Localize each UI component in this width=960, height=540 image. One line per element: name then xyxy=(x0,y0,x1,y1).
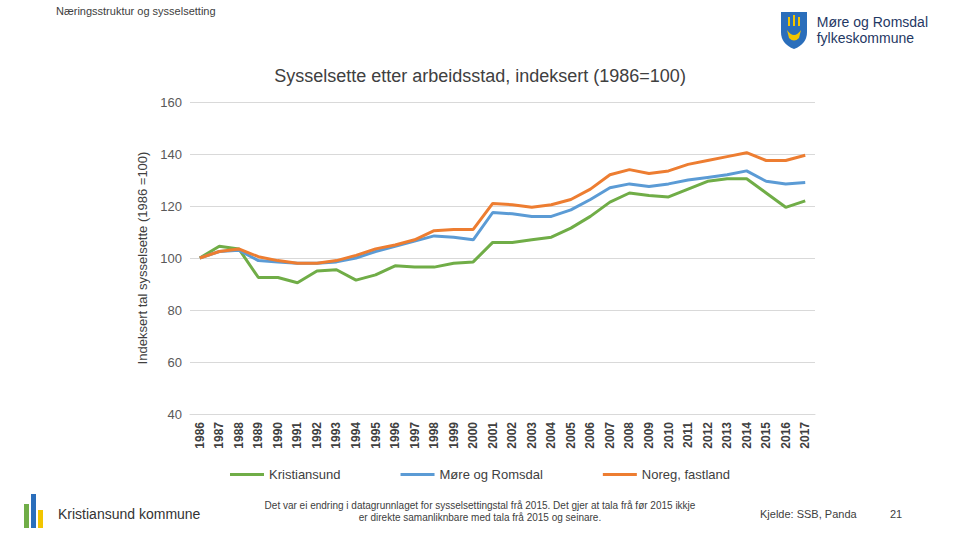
svg-text:2011: 2011 xyxy=(681,422,695,448)
svg-text:100: 100 xyxy=(160,251,182,266)
svg-text:60: 60 xyxy=(168,355,182,370)
svg-text:120: 120 xyxy=(160,199,182,214)
svg-text:2010: 2010 xyxy=(662,422,676,449)
svg-text:40: 40 xyxy=(168,407,182,422)
html-text:Næringsstruktur og sysselsetti: Næringsstruktur og sysselsetting xyxy=(56,5,216,17)
svg-text:1994: 1994 xyxy=(349,422,363,449)
svg-text:80: 80 xyxy=(168,303,182,318)
svg-text:2005: 2005 xyxy=(564,422,578,449)
svg-text:2007: 2007 xyxy=(603,422,617,449)
svg-text:2006: 2006 xyxy=(583,422,597,449)
svg-text:1995: 1995 xyxy=(369,422,383,449)
svg-text:2001: 2001 xyxy=(486,422,500,449)
svg-text:2002: 2002 xyxy=(505,422,519,449)
svg-text:1997: 1997 xyxy=(408,422,422,449)
html-text:Kristiansund kommune: Kristiansund kommune xyxy=(58,506,201,522)
svg-text:1991: 1991 xyxy=(290,422,304,449)
svg-text:1987: 1987 xyxy=(212,422,226,449)
svg-text:140: 140 xyxy=(160,147,182,162)
html-text:21: 21 xyxy=(890,508,903,520)
svg-text:2000: 2000 xyxy=(466,422,480,449)
svg-text:Indeksert tal sysselsette (198: Indeksert tal sysselsette (1986 =100) xyxy=(135,152,150,365)
svg-text:Møre og Romsdal: Møre og Romsdal xyxy=(440,467,543,482)
svg-text:1996: 1996 xyxy=(388,422,402,449)
html-text:Kjelde: SSB, Panda: Kjelde: SSB, Panda xyxy=(760,508,857,520)
svg-text:1990: 1990 xyxy=(271,422,285,449)
svg-text:2004: 2004 xyxy=(544,422,558,449)
svg-text:2008: 2008 xyxy=(622,422,636,449)
html-text:er direkte samanliknbare med t: er direkte samanliknbare med tala frå 20… xyxy=(358,512,602,523)
html-text:Det var ei endring i datagrunn: Det var ei endring i datagrunnlaget for … xyxy=(264,500,696,511)
svg-text:1992: 1992 xyxy=(310,422,324,449)
svg-text:1989: 1989 xyxy=(251,422,265,449)
svg-text:1993: 1993 xyxy=(329,422,343,449)
svg-text:2003: 2003 xyxy=(525,422,539,449)
svg-text:2017: 2017 xyxy=(798,422,812,449)
svg-text:2015: 2015 xyxy=(759,422,773,449)
svg-text:2012: 2012 xyxy=(701,422,715,449)
html-text:fylkeskommune: fylkeskommune xyxy=(816,30,914,46)
svg-text:1988: 1988 xyxy=(232,422,246,449)
svg-text:Noreg, fastland: Noreg, fastland xyxy=(642,467,730,482)
svg-text:1999: 1999 xyxy=(447,422,461,449)
svg-text:Kristiansund: Kristiansund xyxy=(269,467,341,482)
svg-text:2014: 2014 xyxy=(740,422,754,449)
svg-text:2009: 2009 xyxy=(642,422,656,449)
svg-text:160: 160 xyxy=(160,95,182,110)
html-text:Møre og Romsdal: Møre og Romsdal xyxy=(816,14,928,30)
svg-text:1998: 1998 xyxy=(427,422,441,449)
svg-text:2013: 2013 xyxy=(720,422,734,449)
svg-text:Sysselsette etter arbeidsstad,: Sysselsette etter arbeidsstad, indeksert… xyxy=(274,66,686,86)
svg-text:2016: 2016 xyxy=(779,422,793,449)
svg-text:1986: 1986 xyxy=(193,422,207,449)
